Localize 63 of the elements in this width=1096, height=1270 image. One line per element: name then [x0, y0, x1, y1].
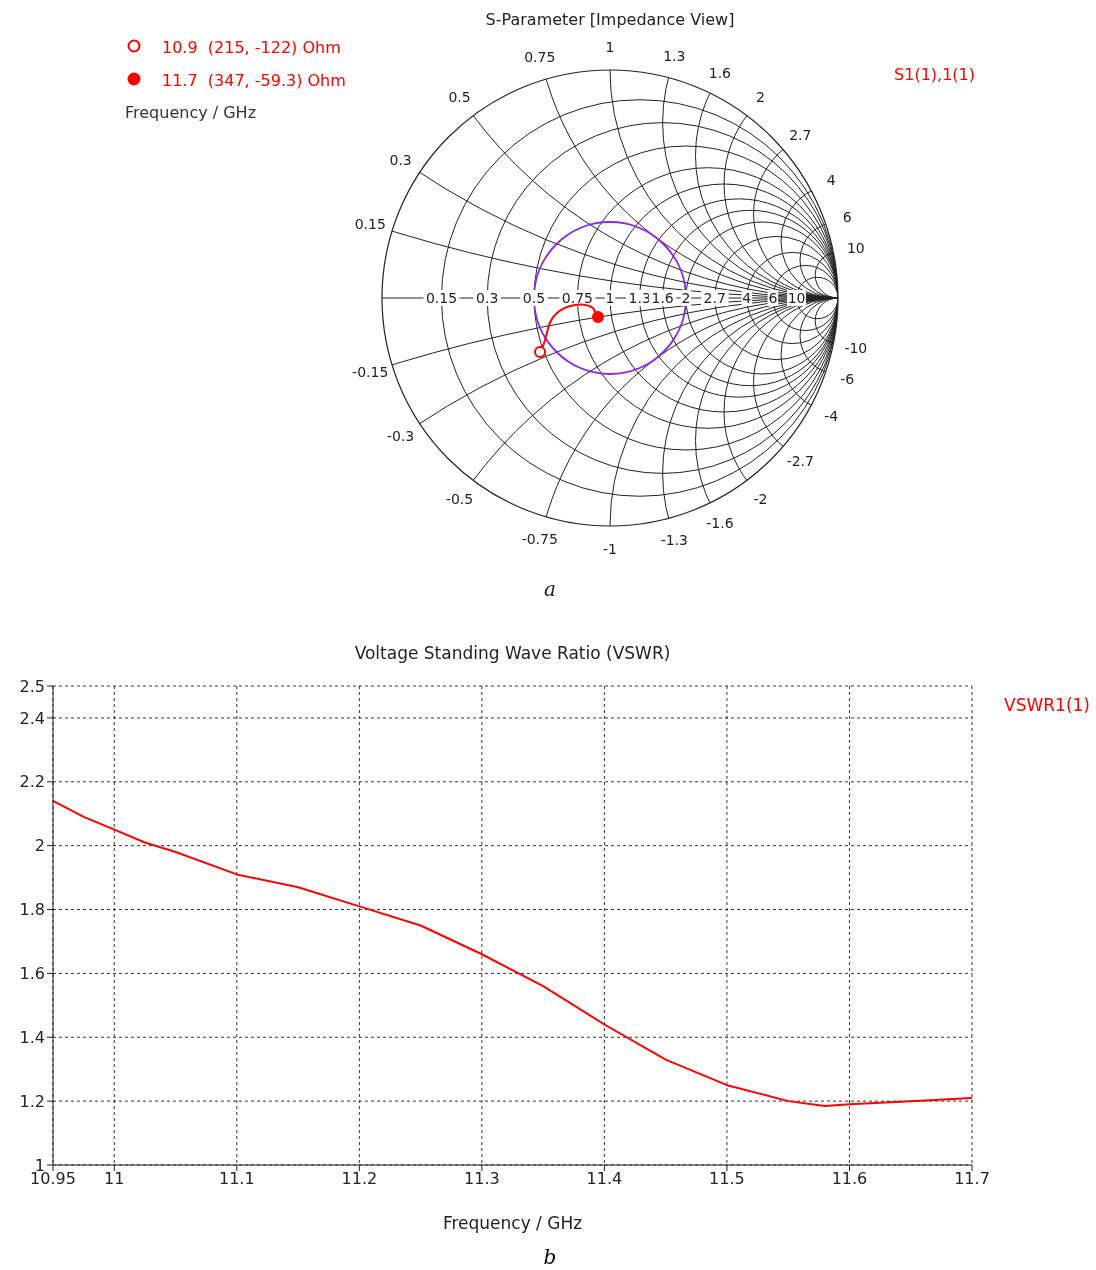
y-tick-label: 2.4: [19, 708, 45, 728]
text: 0.5: [448, 89, 471, 106]
y-tick-label: 1.6: [19, 964, 45, 984]
text: VSWR1(1): [1004, 695, 1090, 715]
text: -2: [753, 490, 768, 507]
text: 0.75: [524, 49, 556, 66]
text: -6: [840, 371, 855, 388]
text: 0.15: [425, 290, 458, 306]
text: 0.3: [389, 151, 412, 168]
x-tick-label: 11.3: [464, 1169, 500, 1189]
text: b: [542, 1245, 558, 1269]
text: 10: [846, 240, 865, 257]
text: 1: [605, 39, 615, 56]
y-tick-label: 2.2: [19, 772, 45, 792]
text: -1.3: [660, 532, 688, 549]
text: 1.3: [628, 290, 651, 306]
y-tick-label: 2.5: [19, 676, 45, 696]
text: 1.6: [651, 290, 674, 306]
text: -10: [844, 339, 868, 356]
x-tick-label: 11: [104, 1169, 125, 1189]
x-tick-label: 11.6: [831, 1169, 868, 1189]
text: 6: [842, 208, 852, 225]
text: 11.7 (347, -59.3) Ohm: [162, 71, 346, 90]
text: 0.15: [354, 216, 386, 233]
chart-title: Voltage Standing Wave Ratio (VSWR): [353, 643, 672, 663]
text: -2.7: [786, 453, 814, 470]
text: -4: [824, 408, 839, 425]
text: -0.5: [445, 490, 474, 507]
text: -0.75: [521, 530, 558, 547]
y-tick-label: 1.2: [19, 1091, 45, 1111]
x-axis-title: Frequency / GHz: [441, 1213, 584, 1233]
text: 2.7: [789, 126, 812, 143]
legend-label: S1(1),1(1): [894, 65, 975, 84]
x-tick-label: 11.4: [586, 1169, 623, 1189]
text: -0.3: [386, 428, 415, 445]
text: 1.6: [708, 64, 732, 81]
text: a: [544, 577, 556, 601]
text: 10: [787, 290, 806, 306]
text: 0.75: [561, 290, 594, 306]
text: -1.6: [706, 515, 734, 532]
x-tick-label: 11.7: [954, 1169, 990, 1189]
x-tick-label: 11.2: [341, 1169, 378, 1189]
x-tick-label: 11.1: [218, 1169, 255, 1189]
text: 1: [605, 290, 615, 306]
legend-title: Frequency / GHz: [125, 103, 257, 122]
text: -0.15: [352, 363, 389, 380]
x-tick-label: 11.5: [709, 1169, 745, 1189]
text: 0.3: [476, 290, 499, 306]
line-series: [53, 799, 972, 1107]
text: 1.3: [663, 47, 686, 64]
text: 6: [768, 290, 778, 306]
text: 2: [681, 290, 691, 306]
text: S-Parameter [Impedance View]: [485, 10, 735, 29]
text: 4: [826, 171, 836, 188]
y-tick-label: 2: [34, 836, 45, 856]
y-tick-label: 1.8: [19, 900, 45, 920]
text: -1: [603, 540, 617, 557]
text: 10.9 (215, -122) Ohm: [162, 38, 341, 57]
text: 2: [756, 89, 765, 106]
text: 4: [742, 290, 752, 306]
text: 2.7: [703, 290, 726, 306]
text: 0.5: [522, 290, 546, 306]
y-tick-label: 1.4: [19, 1027, 45, 1047]
